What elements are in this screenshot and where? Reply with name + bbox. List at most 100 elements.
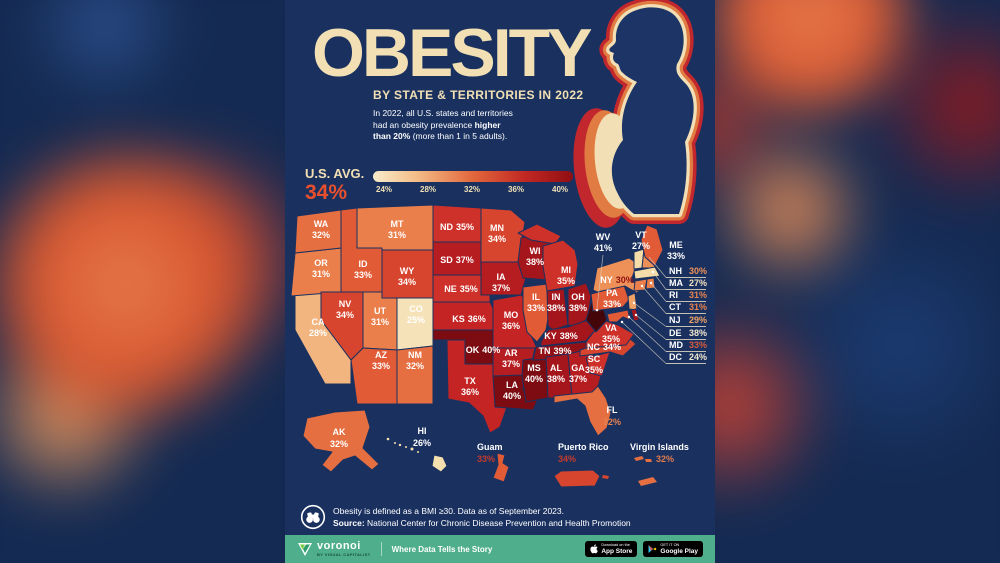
ct-dot — [640, 284, 644, 288]
ma-dot — [651, 270, 655, 274]
apple-icon — [590, 544, 599, 554]
label-ia: IA 37% — [492, 272, 510, 293]
md-row: MD 33% — [669, 340, 707, 350]
territory-puerto-rico: Puerto Rico 34% — [553, 442, 609, 488]
label-wv: WV 41% — [594, 232, 612, 253]
binoculars-icon — [300, 504, 326, 530]
wv-leader-line — [596, 254, 604, 309]
brand-subtitle: BY VISUAL CAPITALIST — [317, 552, 371, 557]
ri-row: RI 31% — [669, 290, 707, 300]
us-average-value: 34% — [305, 181, 348, 204]
footer-tagline: Where Data Tells the Story — [391, 544, 493, 554]
app-store-text: Download on the App Store — [601, 543, 632, 555]
source-note: Obesity is defined as a BMI ≥30. Data as… — [300, 504, 631, 530]
dc-leader-line — [621, 321, 667, 364]
label-co: CO 25% — [407, 304, 425, 325]
ma-row: MA 27% — [669, 278, 707, 288]
hi-island — [405, 446, 407, 448]
hi-island — [417, 451, 419, 453]
vi-st-croix — [638, 477, 657, 486]
label-fl: FL 32% — [603, 405, 621, 427]
vi-island-2 — [645, 459, 652, 462]
voronoi-logo: voronoi BY VISUAL CAPITALIST — [297, 541, 371, 557]
infographic-poster: OBESITY BY STATE & TERRITORIES IN 2022 I… — [285, 0, 715, 563]
ct-leader-line — [641, 285, 667, 314]
label-ky: KY 38% — [544, 331, 578, 341]
intro-bold1: higher — [474, 119, 501, 130]
label-or: OR 31% — [312, 258, 330, 279]
md-leader-line — [628, 316, 667, 352]
label-sd: SD 37% — [440, 255, 474, 265]
scale-tick-24: 24% — [375, 185, 393, 194]
map-canvas: WA 32% OR 31% CA 28% NV 34% ID 33% UT 31% AZ 33… — [290, 0, 707, 488]
background-blur-right — [715, 0, 1000, 563]
hi-island — [398, 443, 402, 447]
nj-dot — [632, 301, 636, 305]
google-play-badge[interactable]: GET IT ON Google Play — [643, 541, 703, 557]
dc-row: DC 24% — [669, 352, 707, 362]
callout-md: MD 33% — [627, 315, 707, 352]
label-az: AZ 33% — [372, 350, 390, 371]
label-mt: MT 31% — [388, 219, 406, 240]
intro-line1: In 2022, all U.S. states and territories — [373, 108, 513, 118]
callout-ct: CT 31% — [640, 284, 707, 314]
label-ne: NE 35% — [444, 284, 478, 294]
google-play-text: GET IT ON Google Play — [660, 543, 698, 555]
state-me — [640, 224, 664, 267]
google-play-line2: Google Play — [660, 547, 698, 555]
state-ia — [480, 261, 528, 296]
hi-island — [386, 437, 390, 441]
definition-note: Obesity is defined as a BMI ≥30. Data as… — [333, 505, 564, 516]
territory-virgin-islands: Virgin Islands 32% — [630, 442, 689, 486]
color-scale-gradient — [373, 171, 573, 182]
label-va: VA 35% — [602, 323, 620, 344]
map-labels: WA 32% OR 31% CA 28% NV 34% ID 33% UT 31% AZ 33… — [309, 219, 685, 449]
guam-name: Guam — [477, 442, 503, 452]
state-in — [546, 288, 569, 331]
scale-tick-36: 36% — [507, 185, 525, 194]
dc-dot — [620, 320, 624, 324]
label-nv: NV 34% — [336, 299, 354, 320]
callout-de: DE 38% — [634, 313, 707, 340]
label-oh: OH 38% — [569, 292, 587, 313]
nj-row: NJ 29% — [669, 315, 707, 325]
intro-bold2: than 20% — [373, 131, 411, 141]
state-fl — [553, 385, 612, 437]
label-id: ID 33% — [354, 259, 372, 280]
de-leader-line — [635, 314, 667, 340]
label-wy: WY 34% — [398, 266, 416, 287]
ri-leader-line — [650, 282, 667, 302]
label-mn: MN 34% — [488, 223, 506, 244]
footer-divider — [380, 542, 382, 556]
guam-shape — [492, 452, 510, 483]
de-dot — [634, 313, 638, 317]
label-tn: TN 39% — [538, 346, 571, 356]
label-nd: ND 35% — [440, 222, 474, 232]
state-mi-upper — [517, 223, 562, 245]
hi-big-island — [431, 454, 448, 473]
body-silhouette — [573, 7, 694, 228]
google-play-icon — [648, 545, 657, 553]
hi-island — [410, 447, 414, 451]
callout-ri: RI 31% — [649, 281, 707, 302]
app-store-badge[interactable]: Download on the App Store — [585, 541, 638, 557]
label-mi: MI 35% — [557, 265, 575, 286]
state-sc — [585, 351, 611, 377]
callout-ma: MA 27% — [651, 270, 707, 290]
page-title: OBESITY — [312, 15, 592, 91]
label-wa: WA 32% — [312, 219, 330, 240]
label-la: LA 40% — [503, 380, 521, 401]
scale-tick-32: 32% — [463, 185, 481, 194]
label-mo: MO 36% — [502, 310, 520, 331]
hi-island — [394, 442, 396, 444]
md-dot — [627, 315, 631, 319]
wv-dot — [595, 308, 599, 312]
state-hi — [386, 437, 448, 473]
scale-tick-28: 28% — [419, 185, 437, 194]
store-badges: Download on the App Store GET IT ON Goog… — [585, 541, 703, 557]
label-ny: NY 30% — [600, 275, 634, 285]
ct-row: CT 31% — [669, 302, 707, 312]
app-store-line2: App Store — [601, 547, 633, 555]
vi-value: 32% — [656, 454, 674, 464]
